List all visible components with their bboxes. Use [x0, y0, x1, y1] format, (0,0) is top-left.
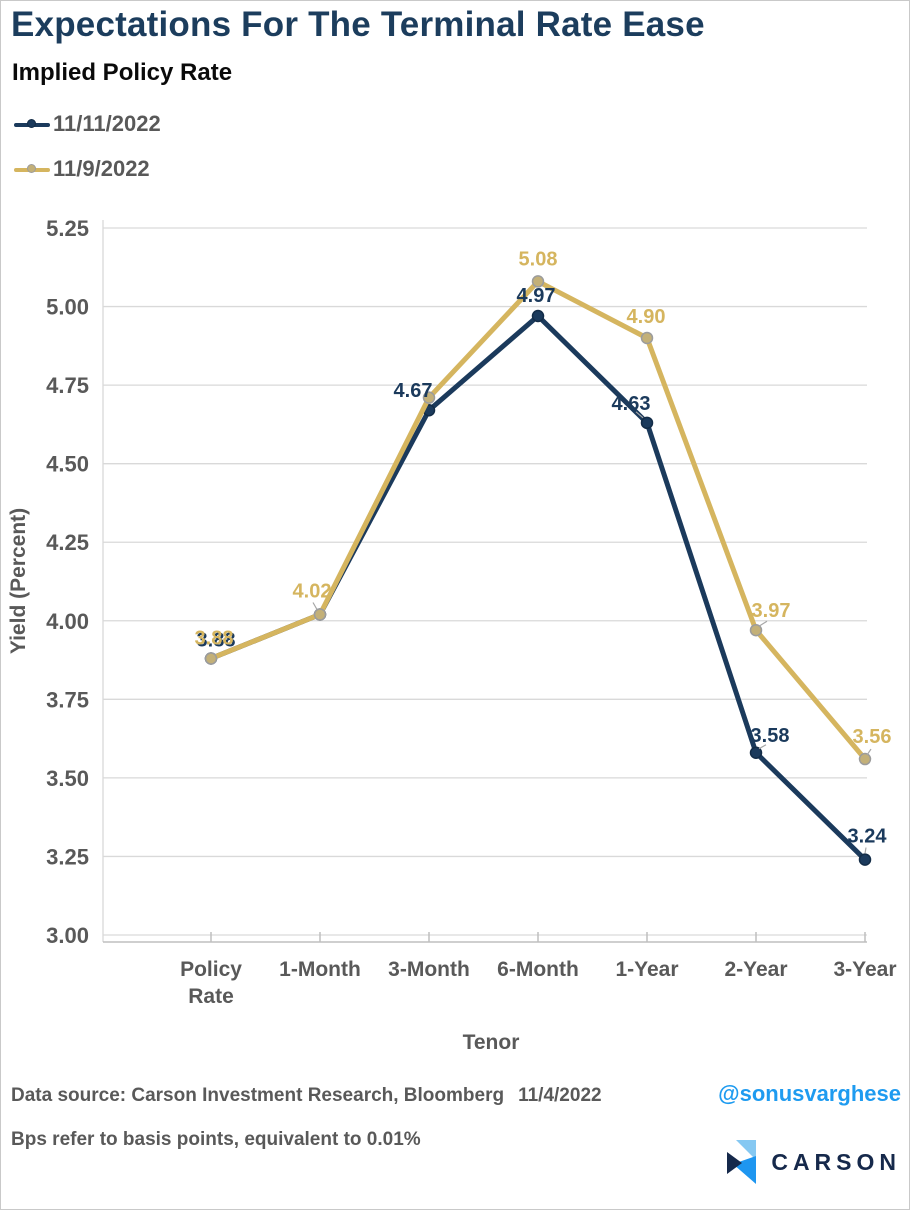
legend-line-dot-icon: [14, 118, 50, 130]
page-title: Expectations For The Terminal Rate Ease: [11, 5, 705, 44]
legend-label: 11/9/2022: [53, 156, 150, 181]
legend-item-11-9-2022: 11/9/2022: [14, 156, 161, 182]
svg-text:6-Month: 6-Month: [497, 958, 579, 981]
svg-text:5.25: 5.25: [46, 216, 89, 241]
svg-text:4.90: 4.90: [627, 306, 666, 328]
carson-logo: CARSON: [727, 1139, 901, 1185]
svg-text:4.02: 4.02: [293, 580, 332, 602]
footer-source-row: Data source: Carson Investment Research,…: [11, 1081, 901, 1107]
svg-text:4.97: 4.97: [517, 285, 556, 307]
svg-text:4.25: 4.25: [46, 530, 89, 555]
svg-text:4.63: 4.63: [612, 393, 651, 415]
legend-dot: [27, 119, 36, 128]
logo-light-triangle: [736, 1140, 757, 1160]
svg-text:3.88: 3.88: [197, 629, 236, 651]
svg-text:Tenor: Tenor: [463, 1031, 520, 1054]
chart-subtitle: Implied Policy Rate: [12, 59, 233, 86]
legend-item-11-11-2022: 11/11/2022: [14, 111, 161, 137]
carson-logo-text: CARSON: [771, 1148, 901, 1175]
svg-text:3.97: 3.97: [752, 600, 791, 622]
svg-text:3.25: 3.25: [46, 844, 89, 869]
svg-text:Yield (Percent): Yield (Percent): [7, 508, 30, 654]
svg-text:4.67: 4.67: [394, 380, 433, 402]
legend-label: 11/11/2022: [53, 111, 161, 136]
logo-navy-triangle: [727, 1152, 743, 1174]
data-source-date: 11/4/2022: [518, 1085, 602, 1106]
svg-text:1-Year: 1-Year: [615, 958, 678, 981]
twitter-handle-link[interactable]: @sonusvarghese: [718, 1081, 901, 1106]
legend-line-dot-icon: [14, 163, 50, 175]
svg-text:3.75: 3.75: [46, 687, 89, 712]
data-source-text: Data source: Carson Investment Research,…: [11, 1085, 505, 1106]
legend-dot: [27, 164, 36, 173]
svg-text:3.56: 3.56: [853, 726, 892, 748]
svg-text:5.00: 5.00: [46, 295, 89, 320]
svg-text:5.08: 5.08: [519, 248, 558, 270]
svg-text:2-Year: 2-Year: [724, 958, 787, 981]
svg-text:3.24: 3.24: [848, 826, 888, 848]
footer-note: Bps refer to basis points, equivalent to…: [11, 1129, 421, 1150]
svg-text:3.58: 3.58: [751, 725, 790, 747]
svg-text:1-Month: 1-Month: [279, 958, 361, 981]
svg-text:4.50: 4.50: [46, 452, 89, 477]
svg-text:4.75: 4.75: [46, 373, 89, 398]
svg-text:3.88: 3.88: [195, 627, 234, 649]
svg-text:3.50: 3.50: [46, 766, 89, 791]
legend: 11/11/2022 11/9/2022: [14, 111, 161, 201]
carson-logo-icon: [727, 1140, 757, 1184]
svg-text:3-Month: 3-Month: [388, 958, 470, 981]
svg-text:3.00: 3.00: [46, 923, 89, 948]
svg-text:4.00: 4.00: [46, 609, 89, 634]
svg-text:3-Year: 3-Year: [833, 958, 896, 981]
